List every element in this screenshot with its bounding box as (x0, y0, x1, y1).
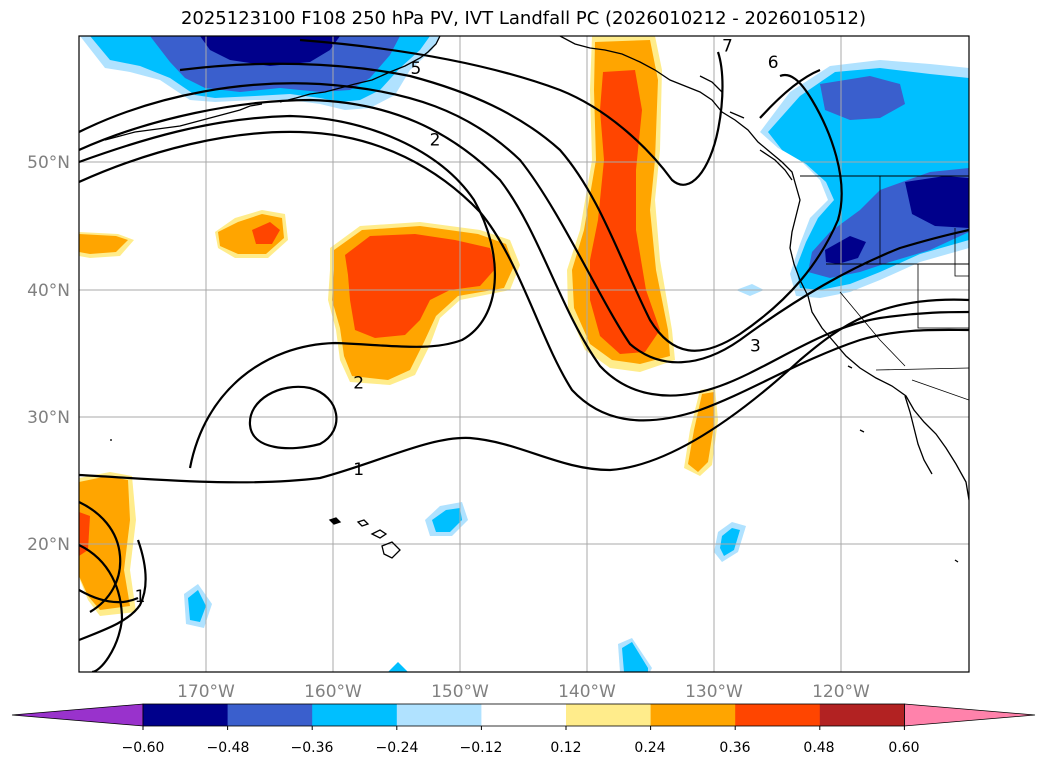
colorbar-segment (566, 704, 652, 726)
lon-tick-label: 160°W (304, 682, 362, 702)
lat-tick-label: 20°N (27, 535, 70, 555)
colorbar-tick-label: 0.12 (550, 740, 581, 756)
contour-label: 6 (768, 53, 779, 73)
lat-tick-label: 30°N (27, 408, 70, 428)
colorbar-tick-label: −0.24 (376, 740, 419, 756)
contour-label: 1 (353, 460, 364, 480)
colorbar-labels: −0.60 −0.48 −0.36 −0.24 −0.12 0.12 0.24 … (122, 740, 920, 756)
colorbar-frame (142, 703, 905, 727)
contour-label: 5 (411, 59, 422, 79)
map-title: 2025123100 F108 250 hPa PV, IVT Landfall… (180, 8, 867, 29)
colorbar (11, 703, 1036, 730)
lon-tick-label: 120°W (812, 682, 870, 702)
colorbar-segment (650, 704, 736, 726)
lon-tick-labels: 170°W 160°W 150°W 140°W 130°W 120°W (177, 682, 870, 702)
colorbar-tick-label: 0.48 (803, 740, 834, 756)
colorbar-segment (312, 704, 398, 726)
colorbar-extend-high (904, 703, 1036, 727)
colorbar-segment (735, 704, 821, 726)
lon-tick-label: 150°W (431, 682, 489, 702)
plot-frame (78, 35, 970, 673)
colorbar-segment (396, 704, 482, 726)
colorbar-segment (481, 704, 567, 726)
coastlines (104, 36, 969, 563)
colorbar-tick-label: −0.48 (207, 740, 250, 756)
contour-labels: 1 2 2 3 5 6 7 1 (135, 36, 779, 607)
colorbar-tick-label: −0.60 (122, 740, 165, 756)
contour-label: 2 (353, 373, 364, 393)
colorbar-segment (819, 704, 905, 726)
colorbar-segment (227, 704, 313, 726)
colorbar-tick-label: 0.60 (888, 740, 919, 756)
colorbar-tick-label: −0.12 (460, 740, 503, 756)
contour-label: 2 (430, 130, 441, 150)
lon-tick-label: 140°W (558, 682, 616, 702)
lat-tick-label: 50°N (27, 153, 70, 173)
colorbar-extend-low (11, 703, 144, 727)
pc-shading (79, 36, 969, 672)
colorbar-tick-label: −0.36 (291, 740, 334, 756)
colorbar-tick-label: 0.36 (719, 740, 750, 756)
lon-tick-label: 130°W (685, 682, 743, 702)
contour-label: 7 (722, 36, 733, 56)
colorbar-segment (143, 704, 229, 726)
contour-label: 1 (135, 587, 146, 607)
contour-label: 3 (750, 336, 761, 356)
colorbar-tick-label: 0.24 (634, 740, 665, 756)
lon-tick-label: 170°W (177, 682, 235, 702)
pv-contours (79, 38, 969, 672)
lat-tick-labels: 50°N 40°N 30°N 20°N (27, 153, 70, 555)
lat-tick-label: 40°N (27, 281, 70, 301)
